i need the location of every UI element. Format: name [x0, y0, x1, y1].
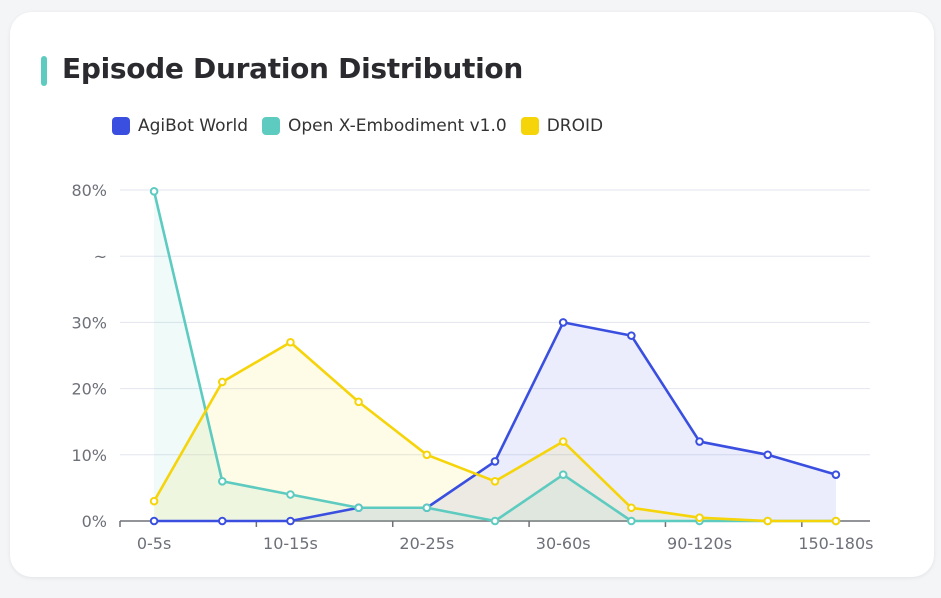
- data-point: [627, 516, 636, 526]
- legend-label: DROID: [546, 116, 604, 136]
- x-tick-label: 90-120s: [667, 534, 732, 553]
- y-tick-label: 80%: [71, 181, 107, 200]
- x-tick-label: 150-180s: [798, 534, 873, 553]
- title-accent-bar: [41, 56, 47, 86]
- legend-label: Open X-Embodiment v1.0: [288, 116, 507, 136]
- data-point: [490, 516, 500, 526]
- series-area-0: [154, 322, 836, 521]
- data-point: [354, 397, 363, 407]
- data-point: [763, 516, 773, 526]
- y-tick-label: 30%: [71, 313, 107, 332]
- data-point: [149, 187, 159, 196]
- data-point: [217, 476, 227, 486]
- data-point: [149, 496, 159, 506]
- data-point: [286, 490, 295, 499]
- data-point: [217, 516, 227, 526]
- data-point: [490, 457, 500, 466]
- legend-swatch-icon: [112, 117, 130, 135]
- data-point: [695, 513, 704, 522]
- data-point: [558, 318, 568, 327]
- legend: AgiBot World Open X-Embodiment v1.0 DROI…: [112, 116, 617, 136]
- x-tick-label: 0-5s: [137, 534, 171, 553]
- data-point: [558, 470, 568, 479]
- y-tick-label: 10%: [71, 446, 107, 465]
- data-point: [831, 470, 841, 479]
- data-point: [695, 437, 704, 446]
- x-tick-label: 20-25s: [399, 534, 454, 553]
- data-point: [286, 516, 295, 526]
- data-point: [217, 377, 227, 387]
- data-point: [354, 503, 363, 513]
- legend-item-agibot[interactable]: AgiBot World: [112, 116, 248, 136]
- data-point: [286, 337, 295, 347]
- legend-swatch-icon: [520, 117, 539, 135]
- data-point: [422, 503, 432, 513]
- data-point: [422, 450, 432, 460]
- data-point: [627, 331, 636, 340]
- chart-title: Episode Duration Distribution: [62, 52, 523, 85]
- data-point: [831, 516, 841, 526]
- legend-swatch-icon: [262, 117, 280, 135]
- series-area-2: [154, 342, 836, 521]
- data-point: [627, 503, 636, 513]
- y-tick-label: 0%: [82, 512, 107, 531]
- x-tick-label: 30-60s: [536, 534, 591, 553]
- series-area-1: [154, 191, 836, 521]
- legend-item-oxe[interactable]: Open X-Embodiment v1.0: [262, 116, 507, 136]
- data-point: [149, 516, 159, 526]
- legend-item-droid[interactable]: DROID: [520, 116, 604, 136]
- y-tick-label: ~: [94, 247, 107, 266]
- data-point: [763, 450, 773, 460]
- y-tick-label: 20%: [71, 380, 107, 399]
- data-point: [558, 437, 568, 446]
- legend-label: AgiBot World: [138, 116, 248, 136]
- data-point: [490, 476, 500, 486]
- x-tick-label: 10-15s: [263, 534, 318, 553]
